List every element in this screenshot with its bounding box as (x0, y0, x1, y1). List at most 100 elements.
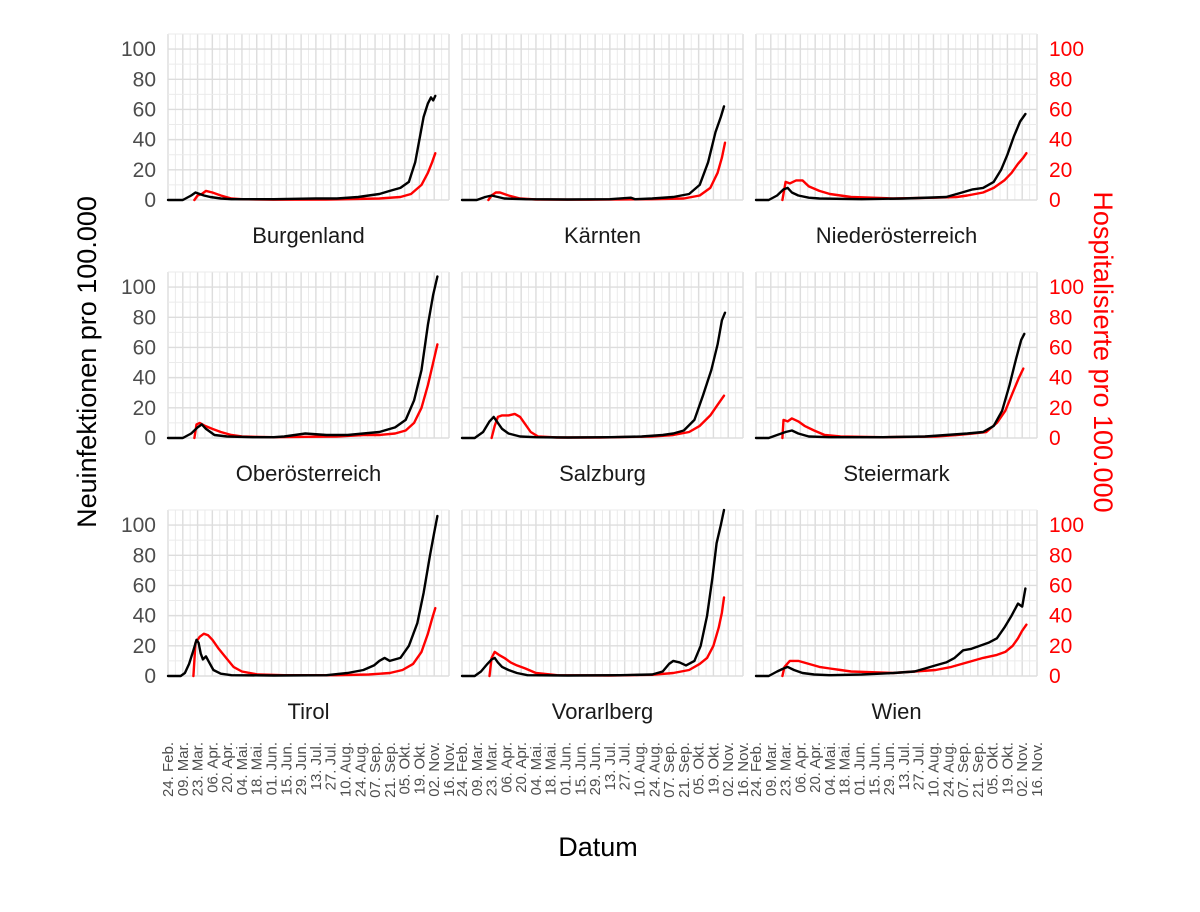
y-tick-label-left: 40 (133, 129, 156, 152)
x-tick-label: 10. Aug. (925, 742, 942, 797)
series-line-neuinfektionen (754, 332, 1026, 440)
y-tick-label-left: 20 (133, 635, 156, 658)
x-tick-label: 05. Okt. (691, 742, 708, 795)
facet-panel-3: 0 20 40 60 80 100 Niederösterreich (754, 33, 1084, 248)
x-tick-label: 15. Jun. (572, 742, 589, 795)
y-tick-label-left: 100 (121, 38, 156, 61)
y-tick-label-left: 0 (144, 427, 156, 450)
facet-strip-label: Salzburg (559, 461, 646, 486)
facet-panel-1: 0 20 40 60 80 100 Burgenland (121, 33, 450, 248)
x-tick-label: 23. Mar. (778, 742, 795, 796)
x-tick-label: 29. Jun. (293, 742, 310, 795)
x-tick-label: 24. Aug. (352, 742, 369, 797)
facet-strip-label: Tirol (288, 699, 330, 724)
y-tick-label-left: 0 (144, 189, 156, 212)
y-tick-label-right: 80 (1049, 306, 1072, 329)
x-tick-label: 01. Jun. (264, 742, 281, 795)
x-tick-label: 24. Aug. (940, 742, 957, 797)
x-tick-label: 29. Jun. (881, 742, 898, 795)
y-tick-label-right: 0 (1049, 665, 1061, 688)
x-tick-label: 04. Mai. (822, 742, 839, 795)
y-tick-label-right: 20 (1049, 635, 1072, 658)
x-tick-label: 20. Apr. (219, 742, 236, 793)
x-tick-label: 24. Feb. (748, 742, 765, 797)
y-axis-title-left: Neuinfektionen pro 100.000 (72, 196, 102, 528)
x-tick-label: 21. Sep. (676, 742, 693, 798)
facet-panel-9: 0 20 40 60 80 100 Wien 24. Feb.09. Mar.23. Mar.… (748, 509, 1084, 798)
x-tick-label: 29. Jun. (587, 742, 604, 795)
x-tick-label: 24. Feb. (160, 742, 177, 797)
x-tick-label: 23. Mar. (484, 742, 501, 796)
facet-strip-label: Burgenland (252, 223, 365, 248)
x-tick-label: 04. Mai. (234, 742, 251, 795)
x-tick-label: 15. Jun. (278, 742, 295, 795)
x-tick-label: 07. Sep. (367, 742, 384, 798)
x-tick-label: 16. Nov. (735, 742, 752, 797)
y-tick-label-left: 80 (133, 544, 156, 567)
x-tick-label: 06. Apr. (792, 742, 809, 793)
x-tick-label: 19. Okt. (999, 742, 1016, 795)
x-tick-label: 02. Nov. (720, 742, 737, 797)
x-tick-label: 13. Jul. (308, 742, 325, 790)
x-axis-title: Datum (558, 832, 638, 862)
x-tick-label: 19. Okt. (411, 742, 428, 795)
y-tick-label-right: 80 (1049, 68, 1072, 91)
x-tick-label: 02. Nov. (1014, 742, 1031, 797)
x-tick-label: 01. Jun. (852, 742, 869, 795)
x-tick-label: 18. Mai. (249, 742, 266, 795)
y-tick-label-right: 20 (1049, 159, 1072, 182)
x-tick-label: 19. Okt. (705, 742, 722, 795)
x-tick-label: 20. Apr. (807, 742, 824, 793)
x-tick-label: 13. Jul. (602, 742, 619, 790)
facet-strip-label: Oberösterreich (236, 461, 382, 486)
x-tick-label: 05. Okt. (397, 742, 414, 795)
y-tick-label-left: 100 (121, 276, 156, 299)
y-tick-label-left: 80 (133, 68, 156, 91)
facet-panel-8: Vorarlberg 24. Feb.09. Mar.23. Mar.06. Ap… (454, 508, 752, 798)
y-tick-label-right: 60 (1049, 574, 1072, 597)
y-tick-label-right: 20 (1049, 397, 1072, 420)
x-tick-label: 13. Jul. (896, 742, 913, 790)
y-tick-label-right: 100 (1049, 38, 1084, 61)
x-tick-label: 20. Apr. (513, 742, 530, 793)
facet-strip-label: Niederösterreich (816, 223, 977, 248)
x-tick-label: 27. Jul. (323, 742, 340, 790)
y-tick-label-right: 40 (1049, 129, 1072, 152)
facet-strip-label: Vorarlberg (552, 699, 654, 724)
series-line-neuinfektionen (166, 94, 437, 202)
y-tick-label-right: 0 (1049, 427, 1061, 450)
x-tick-label: 02. Nov. (426, 742, 443, 797)
facet-panel-6: 0 20 40 60 80 100 Steiermark (754, 271, 1084, 486)
x-tick-label: 10. Aug. (337, 742, 354, 797)
series-line-neuinfektionen (166, 514, 439, 678)
x-tick-label: 18. Mai. (837, 742, 854, 795)
x-tick-label: 07. Sep. (661, 742, 678, 798)
y-tick-label-right: 40 (1049, 367, 1072, 390)
y-tick-label-left: 40 (133, 605, 156, 628)
y-tick-label-right: 80 (1049, 544, 1072, 567)
y-tick-label-right: 60 (1049, 98, 1072, 121)
series-line-neuinfektionen (754, 587, 1027, 678)
x-tick-label: 24. Feb. (454, 742, 471, 797)
y-tick-label-left: 0 (144, 665, 156, 688)
series-line-neuinfektionen (754, 112, 1027, 202)
series-line-neuinfektionen (460, 508, 726, 678)
y-tick-label-right: 0 (1049, 189, 1061, 212)
x-tick-label: 18. Mai. (543, 742, 560, 795)
x-tick-label: 16. Nov. (441, 742, 458, 797)
x-tick-label: 07. Sep. (955, 742, 972, 798)
series-line-neuinfektionen (460, 105, 726, 202)
series-line-neuinfektionen (460, 311, 727, 440)
facet-panel-5: Salzburg (460, 271, 744, 486)
y-tick-label-left: 60 (133, 336, 156, 359)
x-tick-label: 06. Apr. (498, 742, 515, 793)
x-tick-label: 27. Jul. (617, 742, 634, 790)
x-tick-label: 21. Sep. (970, 742, 987, 798)
y-axis-title-right: Hospitalisierte pro 100.000 (1088, 191, 1118, 512)
y-tick-label-left: 100 (121, 514, 156, 537)
y-tick-label-right: 100 (1049, 514, 1084, 537)
x-tick-label: 05. Okt. (985, 742, 1002, 795)
x-tick-label: 10. Aug. (631, 742, 648, 797)
y-tick-label-right: 40 (1049, 605, 1072, 628)
y-tick-label-left: 20 (133, 397, 156, 420)
